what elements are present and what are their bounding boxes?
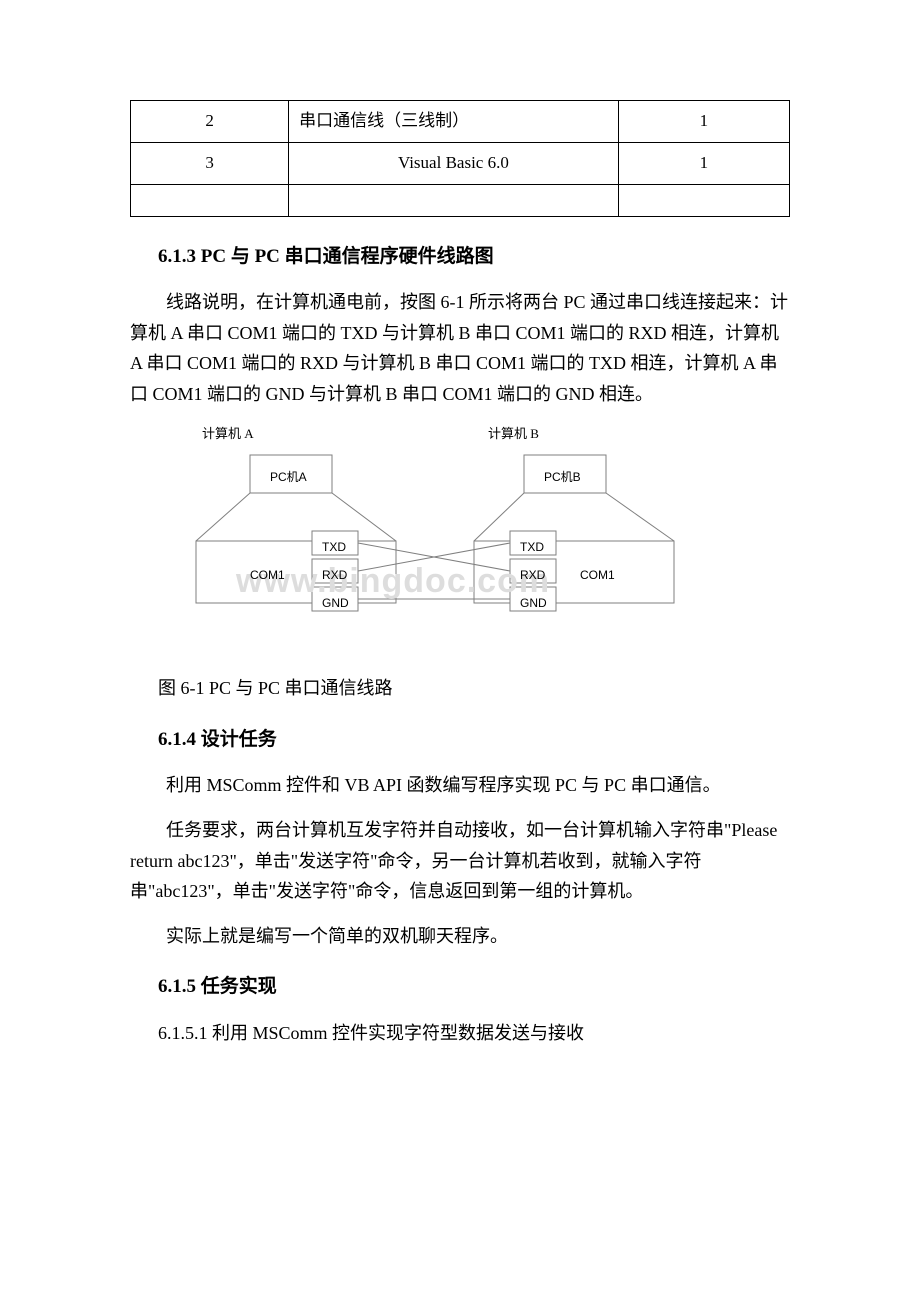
section-615-title: 6.1.5 任务实现 [158,971,790,1003]
cell-empty [618,184,789,216]
cell-desc: Visual Basic 6.0 [289,142,619,184]
section-614-p2: 任务要求，两台计算机互发字符并自动接收，如一台计算机输入字符串"Please r… [130,815,790,907]
label-comB: COM1 [580,565,615,585]
cell-empty [131,184,289,216]
section-613-title: 6.1.3 PC 与 PC 串口通信程序硬件线路图 [158,241,790,273]
table-row-empty [131,184,790,216]
label-comA: COM1 [250,565,285,585]
cell-qty: 1 [618,101,789,143]
label-pcA: PC机A [270,467,307,487]
section-614-title: 6.1.4 设计任务 [158,724,790,756]
hardware-table: 2 串口通信线（三线制） 1 3 Visual Basic 6.0 1 [130,100,790,217]
section-615-sub: 6.1.5.1 利用 MSComm 控件实现字符型数据发送与接收 [158,1018,790,1049]
document-page: 2 串口通信线（三线制） 1 3 Visual Basic 6.0 1 6.1.… [0,0,920,1262]
diagram-caption: 图 6-1 PC 与 PC 串口通信线路 [158,673,790,704]
label-txdA: TXD [322,537,346,557]
section-614-p1: 利用 MSComm 控件和 VB API 函数编写程序实现 PC 与 PC 串口… [130,770,790,801]
table-row: 3 Visual Basic 6.0 1 [131,142,790,184]
label-rxdB: RXD [520,565,545,585]
label-rxdA: RXD [322,565,347,585]
diagram-svg [150,423,690,663]
cell-num: 3 [131,142,289,184]
cell-desc: 串口通信线（三线制） [289,101,619,143]
label-txdB: TXD [520,537,544,557]
cell-empty [289,184,619,216]
section-613-paragraph: 线路说明，在计算机通电前，按图 6-1 所示将两台 PC 通过串口线连接起来：计… [130,287,790,409]
label-gndA: GND [322,593,349,613]
label-gndB: GND [520,593,547,613]
cell-qty: 1 [618,142,789,184]
label-pcB: PC机B [544,467,581,487]
wiring-diagram: 计算机 A 计算机 B [150,423,690,663]
table-row: 2 串口通信线（三线制） 1 [131,101,790,143]
section-614-p3: 实际上就是编写一个简单的双机聊天程序。 [130,921,790,952]
cell-num: 2 [131,101,289,143]
